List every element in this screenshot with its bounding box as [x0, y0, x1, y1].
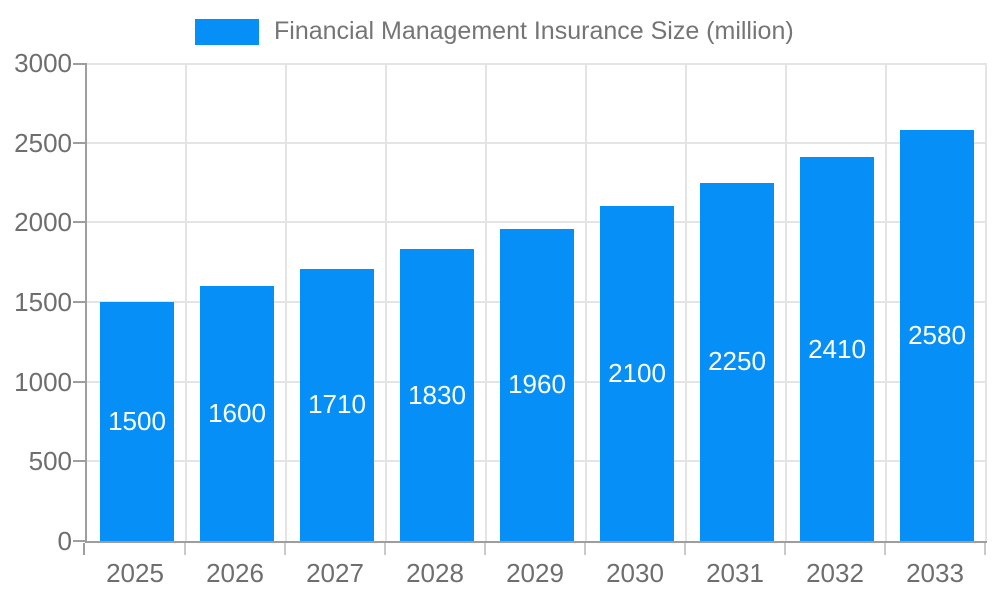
legend-label: Financial Management Insurance Size (mil…	[274, 17, 794, 45]
x-axis-tick-label: 2028	[406, 558, 464, 588]
bar-value-label: 1600	[208, 398, 266, 429]
bar-value-label: 1500	[108, 406, 166, 436]
bar-value-label: 1710	[308, 389, 366, 420]
y-axis-tick-label: 2000	[14, 207, 72, 238]
y-axis-tick-label: 2500	[14, 127, 72, 158]
bar-value-label: 1830	[408, 379, 466, 410]
x-axis-tick-label: 2030	[606, 558, 664, 588]
y-tick-mark	[73, 221, 85, 224]
y-tick-mark	[73, 141, 85, 144]
y-axis-tick-label: 500	[28, 446, 72, 477]
bar: 1600	[200, 286, 274, 541]
y-tick-mark	[73, 380, 85, 383]
gridline-vertical	[385, 63, 387, 541]
legend-swatch	[195, 18, 259, 45]
legend[interactable]: Financial Management Insurance Size (mil…	[195, 17, 794, 46]
gridline-vertical	[585, 63, 587, 541]
y-tick-mark	[73, 540, 85, 542]
x-tick-mark	[83, 543, 85, 555]
gridline-horizontal	[87, 141, 987, 144]
bar: 2250	[700, 182, 774, 541]
x-tick-mark	[384, 543, 386, 555]
gridline-horizontal	[87, 221, 987, 224]
x-tick-mark	[284, 543, 286, 555]
y-axis-tick-label: 3000	[14, 48, 72, 78]
gridline-vertical	[985, 63, 987, 541]
x-tick-mark	[884, 543, 886, 555]
gridline-vertical	[285, 63, 287, 541]
bar: 2580	[900, 129, 974, 541]
x-tick-mark	[984, 543, 986, 555]
x-tick-mark	[184, 543, 186, 555]
gridline-vertical	[685, 63, 687, 541]
bar: 1830	[400, 249, 474, 541]
x-axis-tick-label: 2029	[506, 558, 564, 588]
bar: 1960	[500, 228, 574, 541]
y-tick-mark	[73, 301, 85, 303]
y-axis-tick-label: 1000	[14, 366, 72, 397]
x-axis-tick-label: 2027	[306, 558, 364, 588]
x-axis-tick-label: 2025	[106, 558, 164, 588]
gridline-vertical	[885, 63, 887, 541]
bar: 1710	[300, 268, 374, 541]
x-axis-tick-label: 2033	[906, 558, 964, 588]
x-tick-mark	[684, 543, 686, 555]
gridline-vertical	[185, 63, 187, 541]
bar-value-label: 1960	[508, 369, 566, 400]
bar-value-label: 2580	[908, 319, 966, 350]
x-axis-tick-label: 2032	[806, 558, 864, 588]
y-tick-mark	[73, 63, 85, 65]
bar-value-label: 2250	[708, 346, 766, 377]
gridline-vertical	[485, 63, 487, 541]
x-tick-mark	[484, 543, 486, 555]
x-axis-tick-label: 2031	[706, 558, 764, 588]
bar-value-label: 2100	[608, 358, 666, 389]
x-tick-mark	[584, 543, 586, 555]
bar: 2410	[800, 157, 874, 541]
y-axis-tick-label: 0	[57, 526, 72, 556]
plot-area: 1500 1600 1710 1830 1960 2100 2250 2410 2580	[85, 63, 987, 543]
gridline-vertical	[785, 63, 787, 541]
y-tick-mark	[73, 460, 85, 463]
y-axis-tick-label: 1500	[14, 287, 72, 317]
x-axis-tick-label: 2026	[206, 558, 264, 588]
gridline-horizontal	[87, 63, 987, 65]
bar: 1500	[100, 302, 174, 541]
x-tick-mark	[784, 543, 786, 555]
bar-value-label: 2410	[808, 333, 866, 364]
bar: 2100	[600, 206, 674, 541]
